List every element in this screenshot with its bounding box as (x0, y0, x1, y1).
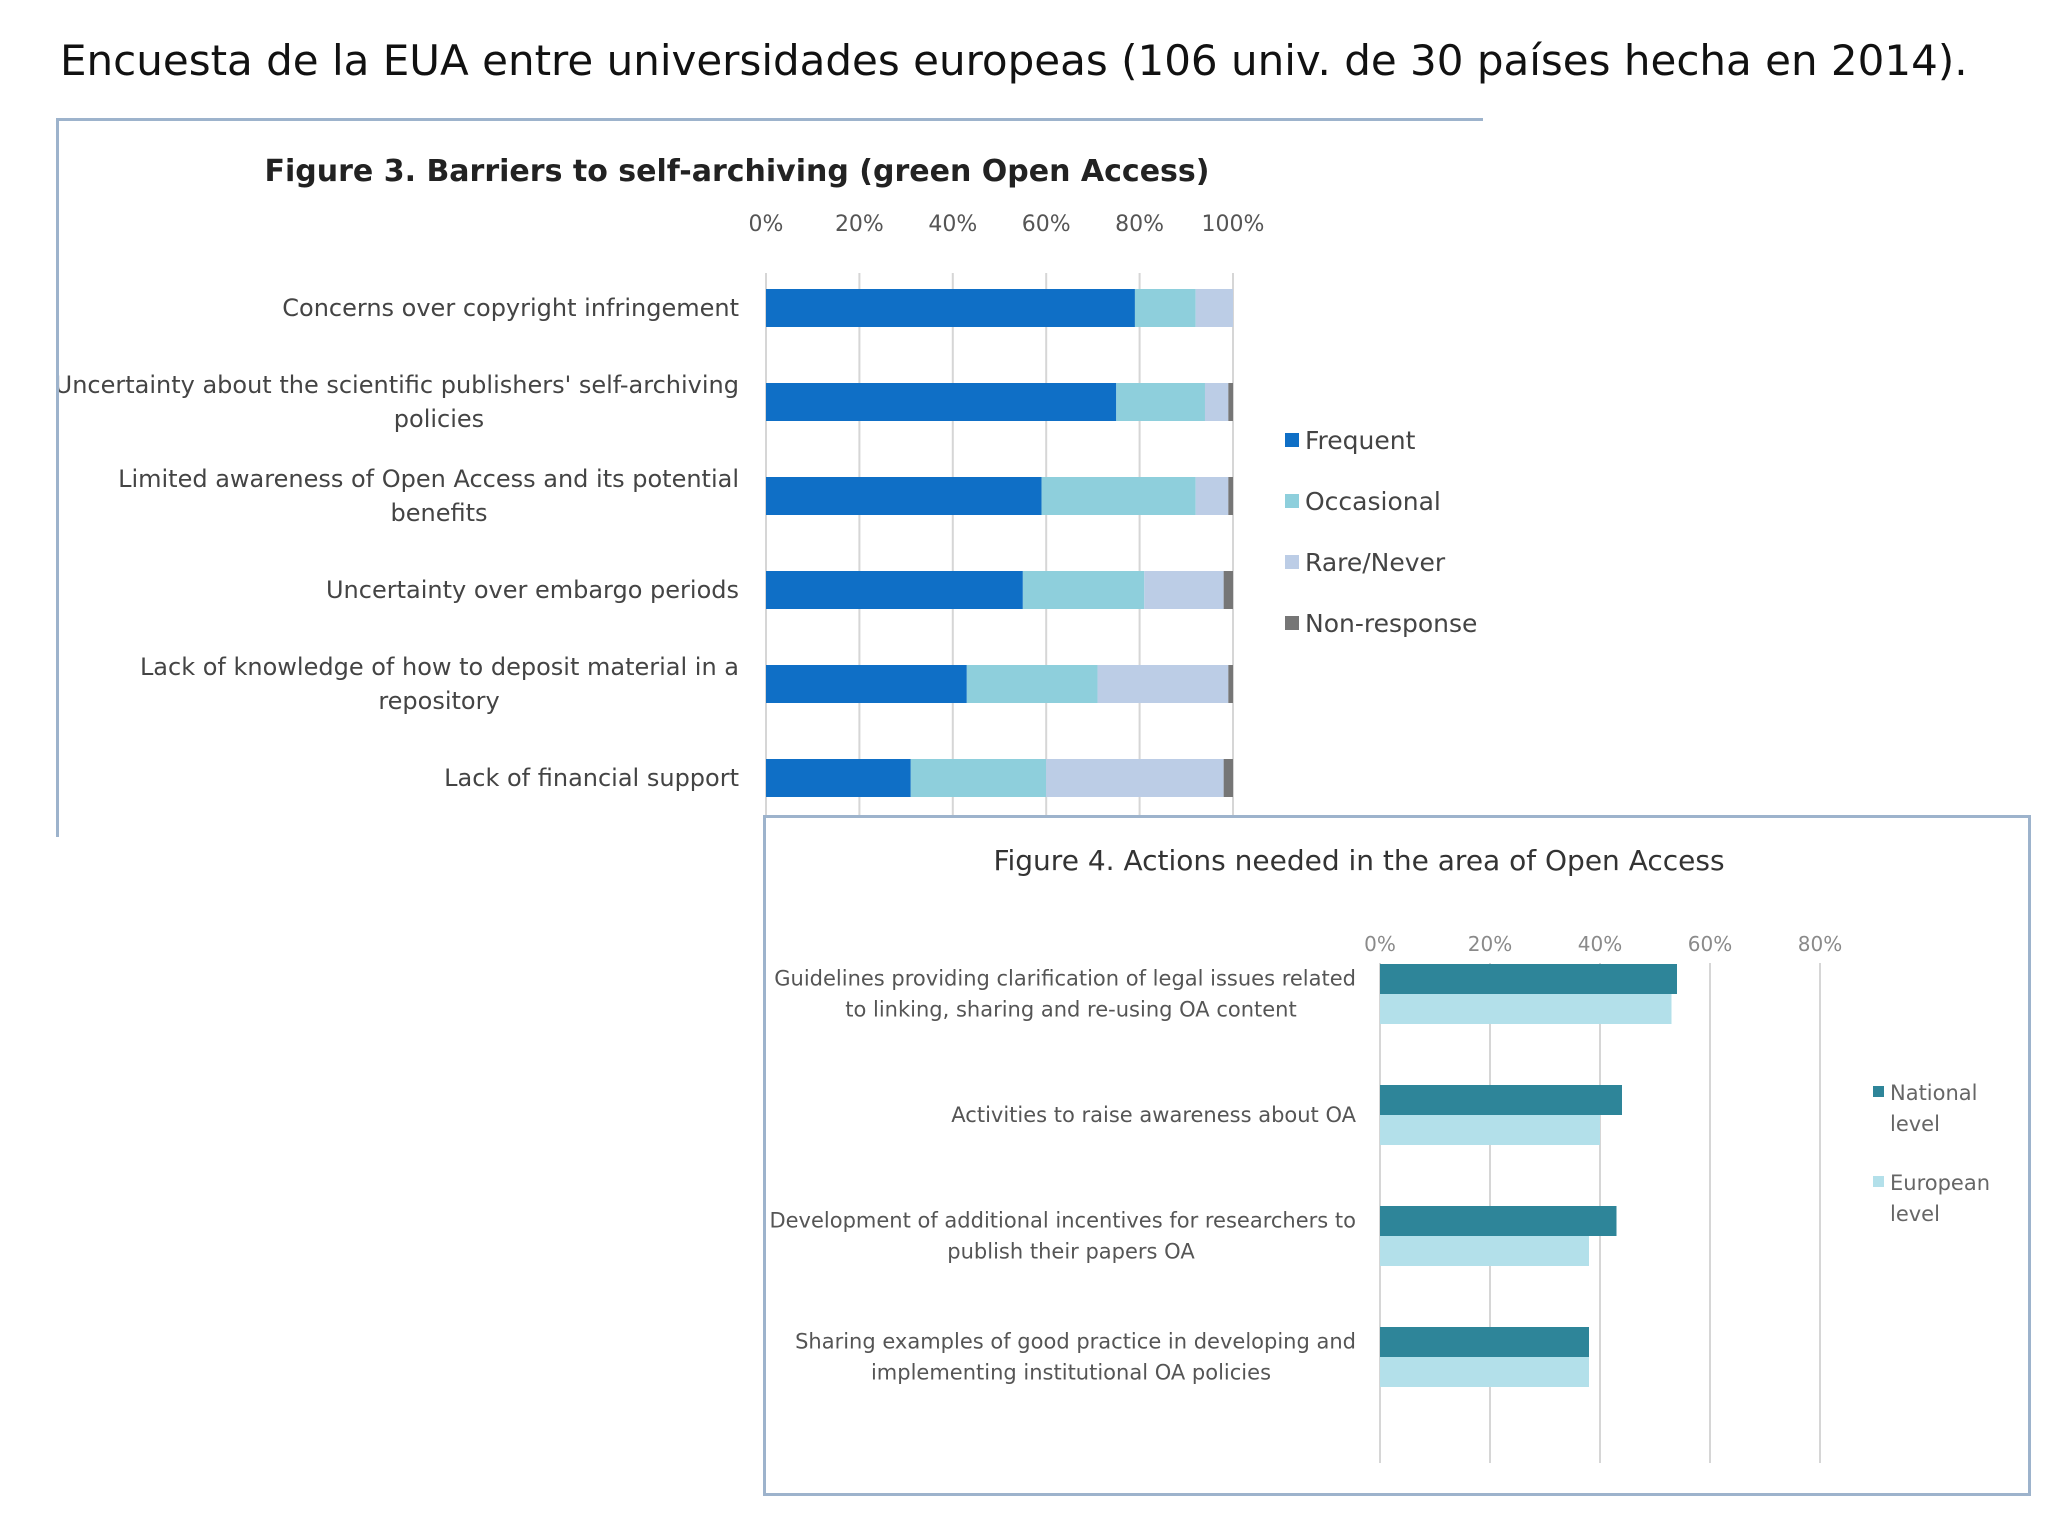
category-label: Guidelines providing clarification of le… (774, 967, 1356, 991)
bar-segment-frequent (766, 477, 1042, 515)
category-label: benefits (390, 499, 487, 527)
x-tick-label: 20% (1468, 932, 1512, 956)
category-label: to linking, sharing and re-using OA cont… (845, 998, 1296, 1022)
bar-segment-non-response (1228, 665, 1233, 703)
legend-label: European (1890, 1171, 1990, 1195)
bar-segment-rare-never (1097, 665, 1229, 703)
bar-segment-rare-never (1195, 289, 1233, 327)
bar-national-level (1380, 1085, 1622, 1115)
category-label: publish their papers OA (947, 1240, 1195, 1264)
bar-segment-occasional (1116, 383, 1205, 421)
legend-label: Non-response (1305, 609, 1477, 638)
category-label: Lack of knowledge of how to deposit mate… (140, 653, 739, 681)
bar-national-level (1380, 1327, 1589, 1357)
figure-3-chart: Figure 3. Barriers to self-archiving (gr… (55, 154, 1477, 837)
bar-segment-rare-never (1204, 383, 1229, 421)
x-tick-label: 60% (1022, 212, 1071, 237)
category-label: Limited awareness of Open Access and its… (118, 465, 739, 493)
bar-segment-rare-never (1195, 477, 1229, 515)
legend-label: level (1890, 1112, 1940, 1136)
category-label: Development of additional incentives for… (769, 1209, 1356, 1233)
slide-headline: Encuesta de la EUA entre universidades e… (60, 36, 1968, 85)
legend-label: level (1890, 1202, 1940, 1226)
bar-segment-frequent (766, 289, 1135, 327)
bar-segment-non-response (1228, 477, 1233, 515)
legend-swatch (1285, 433, 1299, 447)
legend-swatch (1285, 616, 1299, 630)
x-tick-label: 40% (1578, 932, 1622, 956)
category-label: Uncertainty about the scientific publish… (59, 371, 739, 399)
x-tick-label: 0% (1364, 932, 1396, 956)
x-tick-label: 60% (1688, 932, 1732, 956)
figure-3-panel: Figure 3. Barriers to self-archiving (gr… (55, 118, 1483, 837)
bar-segment-frequent (766, 759, 911, 797)
legend-swatch (1285, 555, 1299, 569)
x-tick-label: 40% (928, 212, 977, 237)
legend-swatch (1285, 494, 1299, 508)
bar-segment-occasional (1041, 477, 1196, 515)
x-tick-label: 0% (749, 212, 784, 237)
legend-swatch (1873, 1176, 1884, 1187)
legend-label: Occasional (1305, 487, 1441, 516)
bar-segment-occasional (966, 665, 1098, 703)
bar-european-level (1380, 1115, 1600, 1145)
bar-segment-frequent (766, 571, 1023, 609)
category-label: repository (378, 687, 499, 715)
bar-european-level (1380, 1357, 1589, 1387)
legend-label: National (1890, 1081, 1978, 1105)
bar-national-level (1380, 1206, 1617, 1236)
category-label: Lack of financial support (444, 764, 739, 792)
category-label: implementing institutional OA policies (871, 1361, 1271, 1385)
bar-segment-occasional (910, 759, 1047, 797)
figure-3-title: Figure 3. Barriers to self-archiving (gr… (265, 154, 1210, 189)
x-tick-label: 80% (1115, 212, 1164, 237)
x-tick-label: 100% (1202, 212, 1265, 237)
bar-segment-occasional (1022, 571, 1145, 609)
x-tick-label: 20% (835, 212, 884, 237)
category-label: policies (394, 405, 484, 433)
legend-label: Frequent (1305, 426, 1416, 455)
category-label: Concerns over copyright infringement (282, 294, 739, 322)
category-label: Activities to raise awareness about OA (951, 1103, 1356, 1127)
bar-european-level (1380, 1236, 1589, 1266)
bar-segment-non-response (1228, 383, 1233, 421)
figure-4-chart: Figure 4. Actions needed in the area of … (769, 844, 1990, 1463)
bar-segment-rare-never (1046, 759, 1224, 797)
bar-segment-non-response (1223, 571, 1233, 609)
bar-segment-frequent (766, 383, 1117, 421)
bar-segment-rare-never (1144, 571, 1224, 609)
x-tick-label: 80% (1798, 932, 1842, 956)
legend-label: Rare/Never (1305, 548, 1446, 577)
figure-4-panel: Figure 4. Actions needed in the area of … (763, 815, 2031, 1496)
bar-european-level (1380, 994, 1672, 1024)
bar-segment-frequent (766, 665, 967, 703)
bar-segment-non-response (1223, 759, 1233, 797)
category-label: Uncertainty over embargo periods (326, 576, 739, 604)
category-label: Sharing examples of good practice in dev… (795, 1330, 1356, 1354)
bar-national-level (1380, 964, 1677, 994)
legend-swatch (1873, 1086, 1884, 1097)
figure-4-title: Figure 4. Actions needed in the area of … (993, 844, 1724, 877)
bar-segment-occasional (1134, 289, 1196, 327)
